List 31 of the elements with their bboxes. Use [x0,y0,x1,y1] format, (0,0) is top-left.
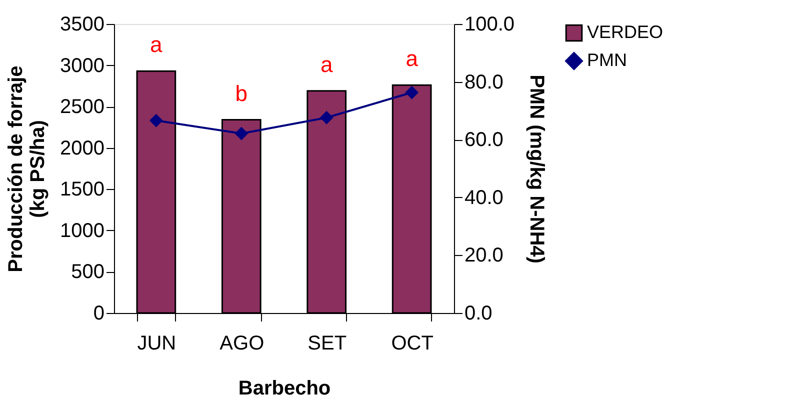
y-tick-label: 500 [71,261,104,284]
y2-tick-label: 60.0 [464,129,504,152]
y2-tick-label: 20.0 [464,244,504,267]
y-tick-label: 3000 [60,54,104,77]
annotation: a [150,32,164,58]
x-tick-label: AGO [220,332,264,354]
y-tick-label: 2000 [60,137,104,160]
y-axis-title: Producción de forraje (kg PS/ha) [5,66,50,272]
point [149,114,163,128]
point [320,110,334,124]
point [405,86,419,100]
y2-tick-label: 80.0 [464,71,504,94]
y2-tick-label: 40.0 [464,186,504,209]
x-axis-title: Barbecho [238,378,331,400]
y-tick-label: 1500 [60,178,104,201]
annotation: a [406,46,419,72]
annotation: b [235,80,248,106]
y2-tick-label: 0.0 [464,302,492,324]
y-tick-label: 0 [93,302,104,324]
legend-label: VERDEO [587,22,664,42]
y-tick-label: 2500 [60,96,104,118]
x-tick-label: OCT [391,332,434,354]
y-tick-label: 3500 [60,14,104,36]
point [234,126,248,140]
legend-label: PMN [587,50,627,70]
y-tick-label: 1000 [60,220,104,242]
y2-tick-label: 100.0 [464,14,515,36]
x-tick-label: SET [308,332,347,354]
annotation: a [320,52,334,77]
y2-axis-title: PMN (mg/kg N-NH4) [526,74,548,264]
x-tick-label: JUN [137,332,176,354]
